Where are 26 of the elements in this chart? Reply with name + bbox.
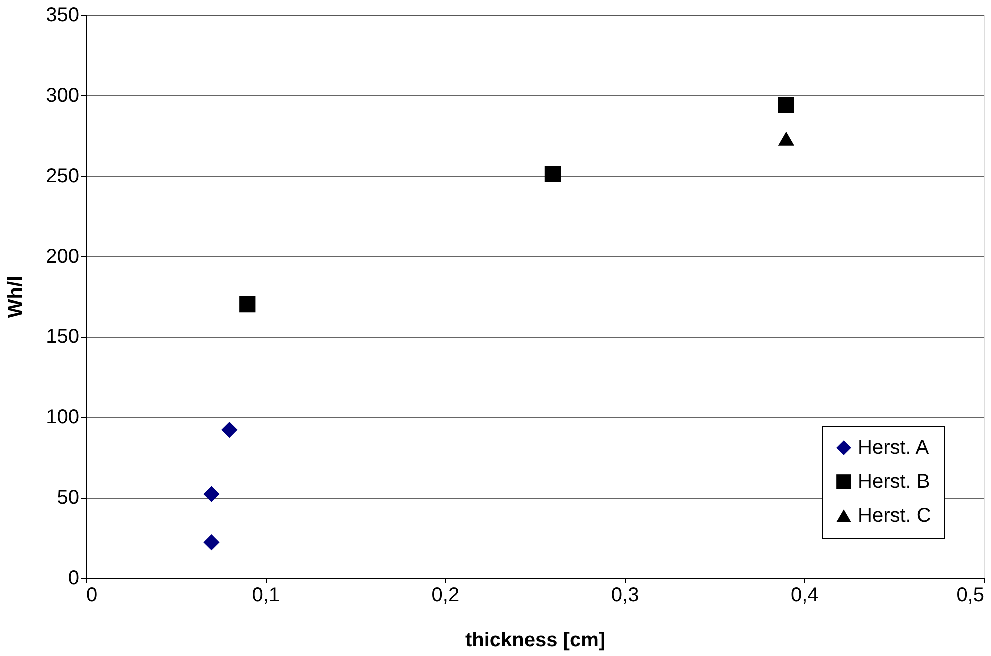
x-axis-title: thickness [cm]	[465, 630, 606, 652]
y-tick-label: 50	[57, 487, 80, 510]
point	[778, 97, 795, 114]
x-tick-label: 0	[86, 584, 98, 606]
point	[778, 132, 794, 146]
y-tick-label: 150	[46, 326, 80, 348]
point	[204, 486, 220, 502]
y-tick-label: 300	[46, 84, 80, 107]
x-tick-label: 0,5	[956, 584, 984, 606]
point	[240, 296, 256, 313]
point	[544, 166, 562, 182]
x-tick-label: 0,3	[611, 584, 640, 606]
y-tick-label: 0	[68, 568, 80, 590]
x-tick-label: 0,1	[252, 584, 280, 606]
y-tick-label: 200	[46, 246, 80, 268]
legend-label: Herst. A	[858, 437, 930, 459]
y-axis-title: Wh/l	[5, 276, 28, 318]
point	[204, 534, 220, 551]
y-tick-label: 350	[46, 4, 80, 26]
y-tick-label: 250	[46, 165, 80, 188]
x-tick-label: 0,2	[432, 584, 460, 606]
y-tick-label: 100	[46, 406, 80, 429]
x-tick-label: 0,4	[790, 584, 819, 606]
point	[222, 422, 238, 438]
legend-label: Herst. C	[858, 505, 932, 527]
legend-label: Herst. B	[858, 471, 930, 493]
